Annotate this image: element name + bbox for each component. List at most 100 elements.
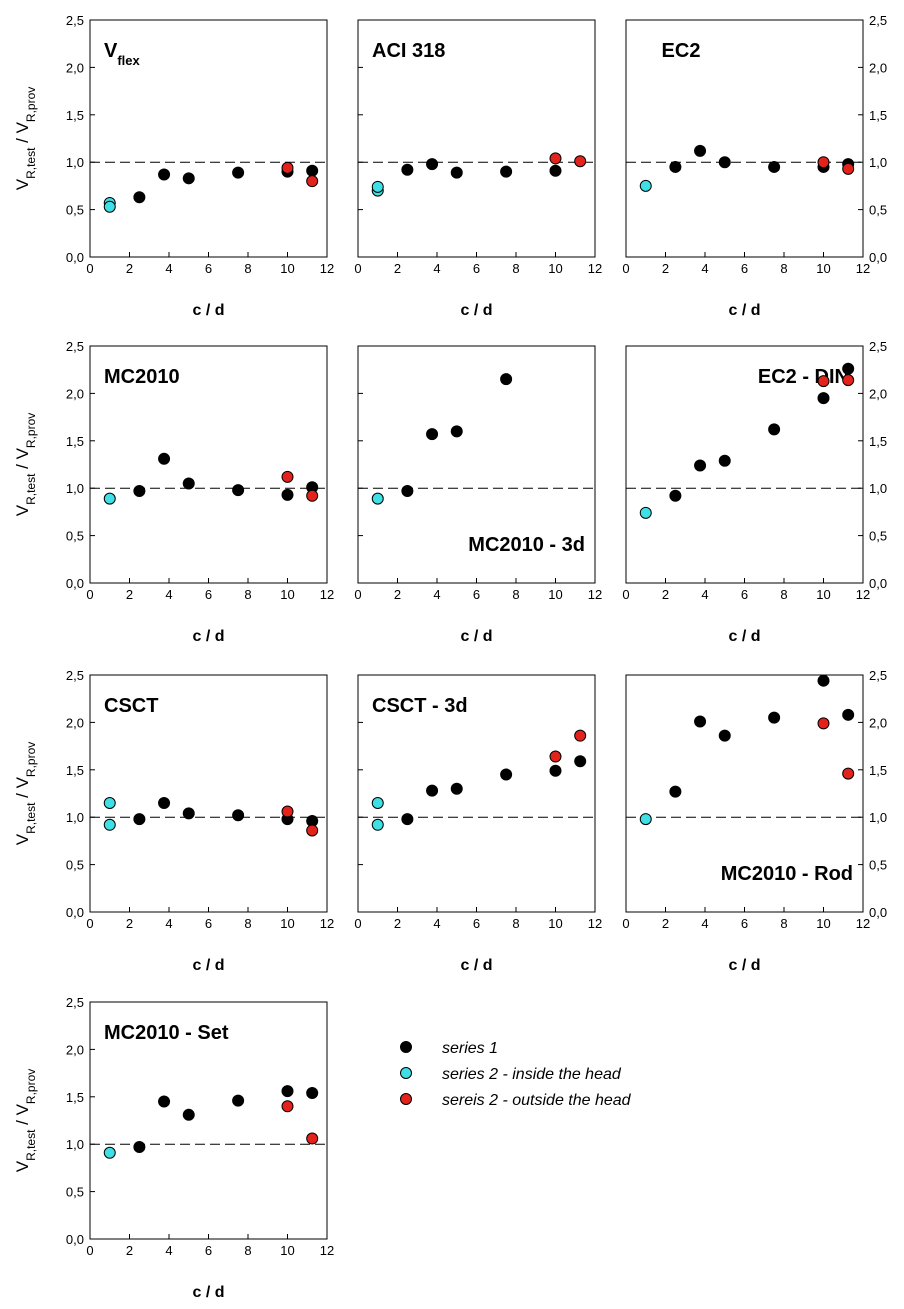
data-point [281,488,294,501]
data-point [103,818,116,831]
x-tick-label: 0 [622,916,629,931]
x-tick-label: 2 [662,587,669,602]
panel-title-main: CSCT [104,695,158,717]
x-axis-label: c / d [192,957,224,974]
y-tick-label: 0,0 [869,250,887,265]
x-tick-label: 10 [280,587,294,602]
x-tick-label: 2 [126,916,133,931]
x-tick-label: 10 [816,261,830,276]
panel-title: CSCT [104,695,158,717]
data-point [133,191,146,204]
data-point [450,425,463,438]
data-point [842,374,855,387]
x-tick-label: 6 [741,916,748,931]
y-axis-label: VR,test / VR,prov [13,1069,38,1173]
data-point [450,782,463,795]
data-point [768,423,781,436]
data-point [842,708,855,721]
x-tick-label: 6 [205,1243,212,1258]
y-tick-label: 0,5 [869,529,887,544]
y-axis-label-part: / V [13,447,32,473]
y-axis-label-part: R,prov [24,413,38,448]
x-axis-label: c / d [460,302,492,319]
x-tick-label: 0 [622,261,629,276]
x-tick-label: 6 [741,587,748,602]
y-tick-label: 0,5 [869,858,887,873]
x-tick-label: 4 [433,587,440,602]
data-point [669,160,682,173]
x-axis-label: c / d [728,302,760,319]
x-axis-label: c / d [728,628,760,645]
x-tick-label: 8 [780,916,787,931]
x-tick-label: 10 [816,916,830,931]
data-point [426,158,439,171]
y-tick-label: 1,0 [869,155,887,170]
data-point [669,489,682,502]
data-point [133,485,146,498]
data-point [306,164,319,177]
data-point [549,152,562,165]
data-point [574,729,587,742]
x-tick-label: 2 [394,587,401,602]
data-point [103,492,116,505]
data-point [182,172,195,185]
y-tick-label: 2,5 [869,339,887,354]
x-axis-label: c / d [728,957,760,974]
y-tick-label: 0,5 [66,203,84,218]
y-tick-label: 2,0 [66,715,84,730]
y-tick-label: 1,5 [66,434,84,449]
x-axis-label: c / d [460,628,492,645]
x-tick-label: 6 [473,261,480,276]
legend-label: series 1 [442,1040,498,1057]
data-point [281,1085,294,1098]
y-tick-label: 0,5 [66,1185,84,1200]
y-tick-label: 0,5 [869,203,887,218]
panel-title-main: MC2010 - 3d [468,534,585,556]
data-point [133,1141,146,1154]
x-tick-label: 10 [816,587,830,602]
data-point [426,428,439,441]
panel-title-main: MC2010 - Set [104,1022,229,1044]
y-tick-label: 1,0 [66,810,84,825]
data-point [306,1132,319,1145]
x-tick-label: 8 [244,261,251,276]
y-tick-label: 0,0 [66,905,84,920]
y-tick-label: 2,0 [66,386,84,401]
panel-title: MC2010 - Set [104,1022,229,1044]
x-tick-label: 12 [588,916,602,931]
data-point [500,373,513,386]
x-tick-label: 10 [548,587,562,602]
x-tick-label: 0 [86,916,93,931]
data-point [182,1108,195,1121]
x-tick-label: 12 [320,1243,334,1258]
data-point [669,785,682,798]
y-tick-label: 2,0 [869,715,887,730]
x-tick-label: 10 [280,916,294,931]
x-tick-label: 2 [126,587,133,602]
data-point [718,729,731,742]
x-tick-label: 4 [165,916,172,931]
panel-title: MC2010 - Rod [721,863,853,885]
x-tick-label: 4 [701,916,708,931]
data-point [232,809,245,822]
data-point [281,1100,294,1113]
data-point [718,156,731,169]
data-point [103,796,116,809]
data-point [158,168,171,181]
y-tick-label: 0,5 [66,529,84,544]
data-point [426,784,439,797]
data-point [694,144,707,157]
x-tick-label: 0 [354,261,361,276]
y-tick-label: 0,0 [869,905,887,920]
y-tick-label: 1,5 [869,434,887,449]
x-tick-label: 6 [205,587,212,602]
x-tick-label: 4 [165,587,172,602]
y-tick-label: 2,0 [66,60,84,75]
y-tick-label: 2,5 [66,995,84,1010]
y-tick-label: 1,5 [66,1090,84,1105]
data-point [182,477,195,490]
data-point [371,818,384,831]
x-tick-label: 12 [588,261,602,276]
x-tick-label: 0 [354,587,361,602]
data-point [842,767,855,780]
